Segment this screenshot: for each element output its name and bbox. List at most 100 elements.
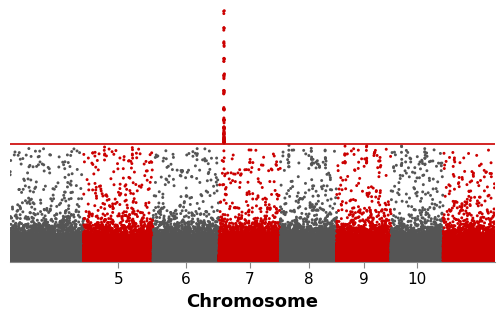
Point — [160, 258, 168, 263]
Point — [74, 258, 82, 263]
Point — [326, 253, 334, 258]
Point — [346, 257, 354, 263]
Point — [144, 256, 152, 261]
Point — [470, 258, 478, 263]
Point — [264, 258, 272, 263]
Point — [106, 252, 114, 257]
Point — [30, 256, 38, 262]
Point — [374, 255, 382, 260]
Point — [346, 247, 354, 252]
Point — [180, 255, 188, 260]
Point — [184, 253, 192, 258]
Point — [237, 239, 245, 244]
Point — [194, 226, 202, 232]
Point — [263, 238, 271, 243]
Point — [398, 256, 406, 261]
Point — [154, 249, 162, 254]
Point — [319, 231, 327, 236]
Point — [447, 256, 455, 261]
Point — [338, 250, 346, 256]
Point — [304, 249, 312, 254]
Point — [466, 255, 474, 260]
Point — [264, 249, 272, 254]
Point — [483, 241, 491, 246]
Point — [98, 258, 106, 263]
Point — [217, 257, 225, 262]
Point — [101, 251, 109, 256]
Point — [64, 249, 72, 254]
Point — [50, 251, 58, 256]
Point — [304, 257, 312, 263]
Point — [178, 258, 186, 263]
Point — [206, 255, 214, 260]
Point — [364, 255, 372, 260]
Point — [449, 257, 457, 262]
Point — [210, 256, 218, 262]
Point — [100, 258, 108, 263]
Point — [72, 255, 80, 260]
Point — [294, 258, 302, 263]
Point — [197, 252, 205, 257]
Point — [28, 256, 36, 262]
Point — [78, 256, 86, 261]
Point — [416, 258, 424, 263]
Point — [188, 258, 196, 263]
Point — [54, 257, 62, 262]
Point — [474, 256, 482, 262]
Point — [28, 249, 36, 254]
Point — [260, 258, 268, 263]
Point — [34, 255, 42, 260]
Point — [344, 249, 352, 254]
Point — [125, 247, 133, 252]
Point — [270, 243, 278, 249]
Point — [46, 249, 54, 255]
Point — [318, 254, 326, 259]
Point — [237, 257, 245, 263]
Point — [192, 253, 200, 258]
Point — [410, 253, 418, 258]
Point — [446, 251, 454, 256]
Point — [348, 255, 356, 260]
Point — [344, 252, 351, 257]
Point — [212, 253, 220, 258]
Point — [164, 252, 172, 257]
Point — [434, 252, 442, 257]
Point — [7, 258, 15, 263]
Point — [467, 252, 475, 257]
Point — [137, 254, 145, 259]
Point — [68, 250, 76, 256]
Point — [220, 230, 228, 235]
Point — [100, 257, 108, 262]
Point — [74, 257, 82, 262]
Point — [22, 251, 30, 256]
Point — [341, 248, 349, 253]
Point — [242, 243, 250, 248]
Point — [64, 252, 72, 257]
Point — [70, 255, 78, 260]
Point — [352, 247, 360, 252]
Point — [78, 245, 86, 250]
Point — [344, 258, 352, 263]
Point — [230, 253, 238, 258]
Point — [250, 258, 258, 263]
Point — [386, 249, 394, 254]
Point — [235, 252, 243, 257]
Point — [8, 255, 16, 260]
Point — [274, 234, 282, 239]
Point — [464, 257, 472, 263]
Point — [221, 258, 229, 263]
Point — [50, 253, 58, 258]
Point — [62, 255, 70, 260]
Point — [220, 258, 228, 263]
Point — [17, 256, 25, 261]
Point — [410, 249, 418, 254]
Point — [141, 254, 149, 259]
Point — [452, 250, 460, 256]
Point — [67, 257, 75, 262]
Point — [274, 251, 282, 256]
Point — [277, 249, 285, 255]
Point — [384, 247, 392, 252]
Point — [334, 258, 342, 263]
Point — [436, 251, 444, 256]
Point — [305, 153, 313, 158]
